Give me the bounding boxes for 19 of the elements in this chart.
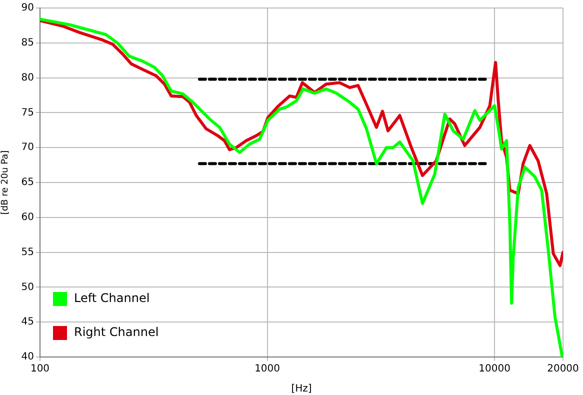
y-tick-label: 65 (21, 177, 34, 188)
x-tick-label: 100 (30, 364, 50, 375)
y-tick-label: 80 (21, 72, 34, 84)
y-tick-label: 75 (21, 107, 34, 118)
y-tick-label: 45 (21, 316, 34, 328)
y-axis-title: [dB re 20u Pa] (0, 150, 11, 215)
x-tick-label: 10000 (478, 364, 510, 375)
x-tick-label: 1000 (254, 364, 280, 375)
y-tick-label: 50 (21, 282, 34, 293)
y-tick-label: 40 (21, 352, 34, 363)
y-tick-label: 90 (21, 2, 34, 14)
y-tick-label: 70 (21, 142, 34, 154)
y-tick-label: 55 (21, 246, 34, 258)
legend-label: Right Channel (74, 325, 159, 340)
y-tick-label: 85 (21, 37, 34, 48)
y-tick-label: 60 (21, 212, 34, 223)
legend-label: Left Channel (74, 291, 150, 306)
x-axis-title: [Hz] (291, 384, 312, 395)
x-tick-label: 20000 (547, 364, 579, 375)
